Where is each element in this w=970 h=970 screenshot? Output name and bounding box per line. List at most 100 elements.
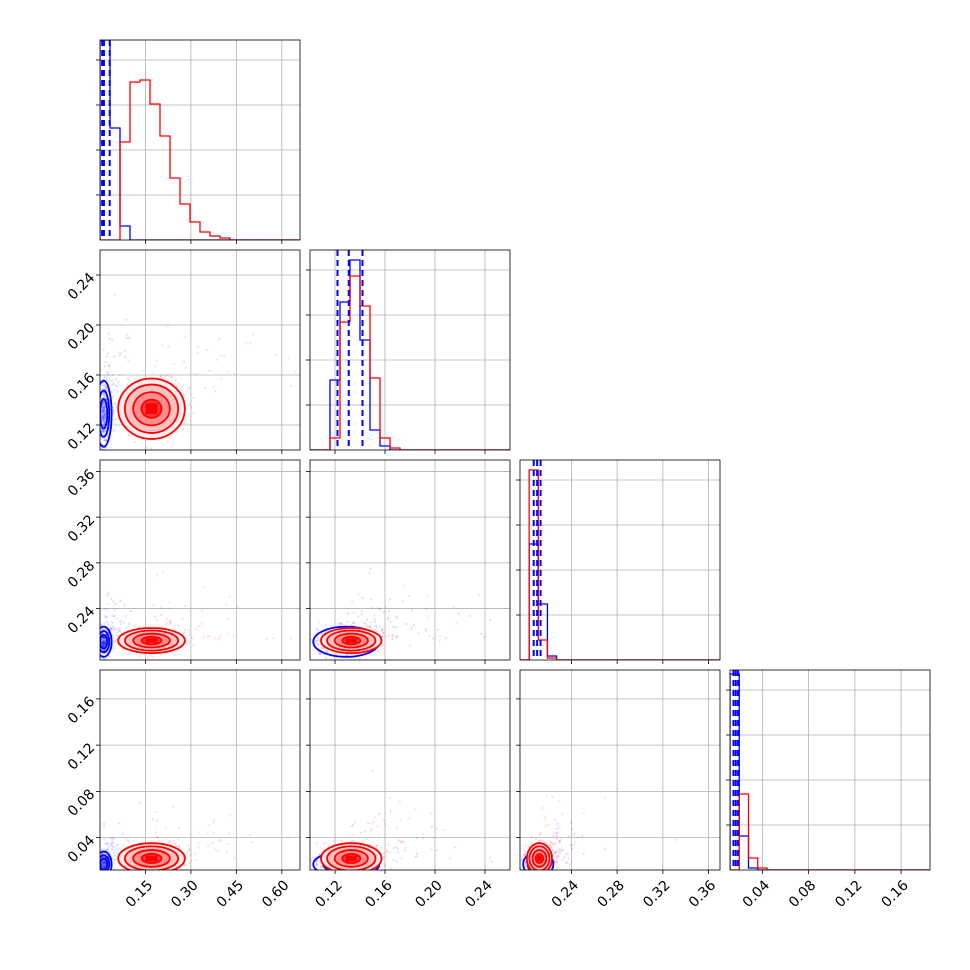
scatter-point <box>415 852 419 856</box>
scatter-point <box>105 217 107 219</box>
scatter-point <box>369 567 372 570</box>
scatter-point <box>369 843 373 846</box>
scatter-point <box>127 839 130 843</box>
scatter-point <box>350 623 353 627</box>
scatter-point <box>102 640 105 643</box>
scatter-point <box>103 402 106 405</box>
scatter-point <box>102 639 105 642</box>
scatter-point <box>103 861 106 864</box>
scatter-point <box>318 873 320 875</box>
scatter-point <box>97 646 99 648</box>
scatter-point <box>555 861 559 864</box>
scatter-point <box>344 875 346 877</box>
scatter-point <box>317 639 321 643</box>
scatter-point <box>227 370 230 373</box>
scatter-point <box>156 871 158 873</box>
scatter-point <box>116 627 119 631</box>
scatter-point <box>102 431 105 434</box>
scatter-point <box>103 862 107 865</box>
scatter-point <box>155 618 159 622</box>
scatter-point <box>321 873 323 875</box>
scatter-point <box>357 871 359 873</box>
scatter-point <box>313 873 315 875</box>
scatter-point <box>100 863 104 866</box>
scatter-point <box>95 860 97 862</box>
scatter-point <box>101 415 104 418</box>
scatter-point <box>212 832 216 835</box>
scatter-point <box>103 414 107 417</box>
scatter-point <box>105 438 108 441</box>
scatter-point <box>103 405 106 409</box>
scatter-point <box>391 633 394 637</box>
scatter-point <box>366 625 369 629</box>
scatter-point <box>563 855 566 859</box>
scatter-point <box>553 860 556 863</box>
scatter-point <box>538 871 540 873</box>
scatter-point <box>142 872 144 874</box>
ticks-2-0 <box>96 471 283 664</box>
scatter-point <box>102 401 105 404</box>
scatter-point <box>382 633 385 636</box>
scatter-point <box>103 409 106 413</box>
scatter-point <box>97 649 99 651</box>
scatter-point <box>400 841 404 844</box>
scatter-point <box>102 416 105 420</box>
scatter-point <box>111 339 114 342</box>
scatter-point <box>536 870 538 872</box>
histogram-step-series-1 <box>520 469 720 660</box>
scatter-point <box>100 387 102 390</box>
scatter-point <box>102 387 106 390</box>
scatter-point <box>425 607 428 611</box>
scatter-point <box>156 574 159 577</box>
scatter-point <box>290 384 293 388</box>
scatter-point <box>96 860 98 862</box>
scatter-point <box>207 845 210 848</box>
scatter-point <box>537 876 539 878</box>
scatter-point <box>96 642 98 644</box>
scatter-point <box>126 359 130 362</box>
scatter-point <box>104 395 107 398</box>
scatter-point <box>101 408 104 412</box>
scatter-point <box>97 641 99 643</box>
scatter-point <box>147 872 149 874</box>
scatter-point <box>101 412 105 416</box>
scatter-point <box>97 404 99 406</box>
scatter-point <box>549 841 553 844</box>
scatter-point <box>92 648 94 650</box>
scatter-point <box>110 628 113 631</box>
scatter-point <box>102 418 105 421</box>
scatter-point <box>408 594 411 598</box>
scatter-point <box>97 648 99 650</box>
scatter-point <box>100 405 104 408</box>
scatter-point <box>97 867 99 869</box>
scatter-point <box>537 870 539 872</box>
scatter-point <box>102 414 106 418</box>
scatter-point <box>103 607 106 610</box>
scatter-point <box>123 603 126 607</box>
scatter-point <box>211 841 214 845</box>
scatter-point <box>173 628 176 631</box>
scatter-point <box>97 860 99 862</box>
scatter-point <box>100 623 102 627</box>
scatter-point <box>167 840 170 843</box>
scatter-point <box>185 641 188 644</box>
scatter-point <box>214 637 217 640</box>
scatter-point <box>114 602 117 606</box>
scatter-point <box>457 612 460 615</box>
scatter-point <box>100 867 103 870</box>
scatter-point <box>102 643 105 646</box>
scatter-point <box>540 874 542 876</box>
scatter-point <box>536 870 538 872</box>
scatter-point <box>370 621 373 624</box>
scatter-point <box>382 855 385 859</box>
scatter-point <box>184 628 187 632</box>
scatter-point <box>103 637 106 640</box>
scatter-point <box>357 593 360 596</box>
scatter-point <box>97 628 99 630</box>
scatter-point <box>351 823 355 827</box>
scatter-point <box>100 848 104 852</box>
scatter-point <box>202 635 206 639</box>
scatter-point <box>455 622 458 625</box>
scatter-point <box>346 620 349 623</box>
histogram-1 <box>310 250 510 450</box>
